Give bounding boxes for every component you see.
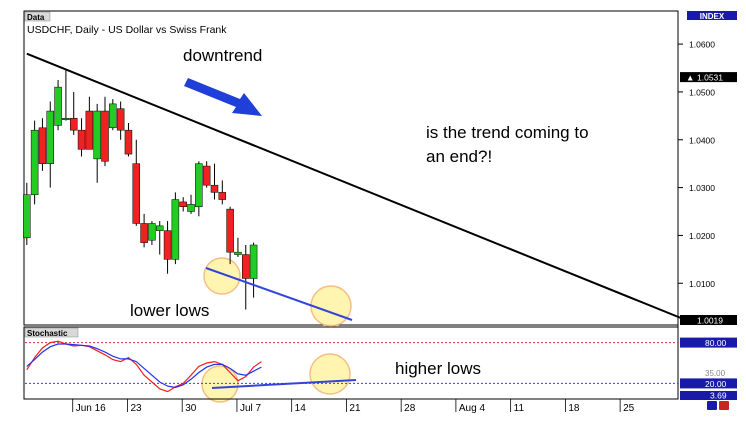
stochastic-tag-box (24, 327, 79, 338)
bull-candle (187, 204, 195, 212)
last-price-label: 1.0531 (697, 73, 723, 83)
stoch-value-box (680, 391, 737, 400)
x-tick-label: 30 (185, 403, 197, 414)
level-label: 20.00 (705, 379, 727, 389)
x-tick-label: Aug 4 (459, 403, 486, 414)
stochastic-panel (23, 326, 679, 400)
chart-title: USDCHF, Daily - US Dollar vs Swiss Frank (27, 24, 227, 36)
level-box (680, 378, 737, 389)
bull-candle (46, 110, 55, 164)
bear-candle (179, 201, 187, 207)
last-price-box (680, 72, 737, 83)
bull-candle (109, 103, 117, 129)
y-tick-label: 1.0500 (689, 87, 715, 97)
y-tick-label: 1.0200 (689, 231, 715, 241)
highlight-circle (310, 285, 352, 327)
stoch-value-label: 3.69 (710, 391, 727, 401)
question-line-2: an end?! (426, 147, 492, 166)
bear-candle (116, 108, 125, 131)
x-tick-label: Jul 7 (240, 403, 262, 414)
downtrend-label: downtrend (183, 46, 262, 65)
y-tick-label: 1.0400 (689, 135, 715, 145)
overlay-lines (26, 52, 685, 389)
bull-candle (249, 244, 258, 279)
y-tick-label: 1.0600 (689, 40, 715, 50)
data-tag: Data (27, 13, 45, 22)
zoom-out-icon[interactable] (719, 401, 729, 410)
x-tick-label: 18 (568, 403, 580, 414)
x-tick-label: 28 (404, 403, 416, 414)
index-badge[interactable] (687, 11, 737, 20)
date-axis: Jun 16 23 30 Jul 7 14 21 28 Aug 4 11 18 25 (24, 398, 678, 414)
zoom-in-icon[interactable] (707, 401, 717, 410)
y-tick-label: 1.0100 (689, 279, 715, 289)
bull-candle (30, 129, 39, 196)
x-tick-label: 14 (295, 403, 307, 414)
bear-candle (210, 184, 219, 193)
bear-candle (77, 129, 86, 150)
bear-candle (202, 165, 211, 186)
bear-candle (69, 117, 78, 131)
data-tag-box (24, 11, 51, 22)
bear-candle (38, 127, 47, 164)
level-box (680, 337, 737, 348)
question-line-1: is the trend coming to (426, 123, 589, 142)
bear-candle (101, 110, 109, 162)
bull-candle (23, 194, 31, 239)
stochastic-d-line (26, 343, 262, 389)
bear-candle (218, 192, 227, 200)
lower-lows-line (205, 267, 353, 321)
x-tick-label: 21 (349, 403, 361, 414)
bear-candle (85, 110, 94, 150)
bear-candle (124, 129, 133, 155)
bull-candle (148, 223, 156, 241)
index-label: INDEX (700, 12, 725, 21)
candlesticks (23, 70, 258, 310)
stochastic-tag: Stochastic (27, 329, 68, 338)
bear-candle (163, 230, 172, 260)
downtrend-line (26, 52, 685, 321)
last-price-arrow-icon: ▲ (686, 73, 694, 83)
higher-lows-label: higher lows (395, 359, 481, 378)
downtrend-arrow-icon (184, 78, 262, 116)
bull-candle (62, 117, 70, 120)
x-tick-label: Jun 16 (76, 403, 106, 414)
x-tick-label: 23 (130, 403, 142, 414)
bear-candle (242, 254, 250, 279)
x-tick-label: 25 (623, 403, 635, 414)
bull-candle (93, 110, 101, 160)
bull-candle (195, 163, 203, 207)
x-tick-label: 11 (514, 403, 525, 414)
y-tick-label: 1.0300 (689, 183, 715, 193)
bull-candle (155, 225, 164, 231)
bear-candle (140, 223, 148, 243)
level-label: 80.00 (705, 338, 727, 348)
highlight-circle (201, 365, 239, 403)
highlight-circle (203, 257, 241, 295)
highlight-circle (309, 353, 351, 395)
bottom-price-box (680, 315, 737, 325)
bottom-price-label: 1.0019 (697, 316, 723, 326)
bull-candle (234, 251, 242, 255)
bear-candle (132, 163, 141, 224)
lower-lows-label: lower lows (130, 301, 209, 320)
obscured-level-label: 35.00 (705, 369, 726, 378)
bull-candle (171, 199, 180, 260)
bull-candle (54, 86, 62, 126)
higher-lows-line (211, 379, 357, 389)
bear-candle (226, 208, 234, 253)
